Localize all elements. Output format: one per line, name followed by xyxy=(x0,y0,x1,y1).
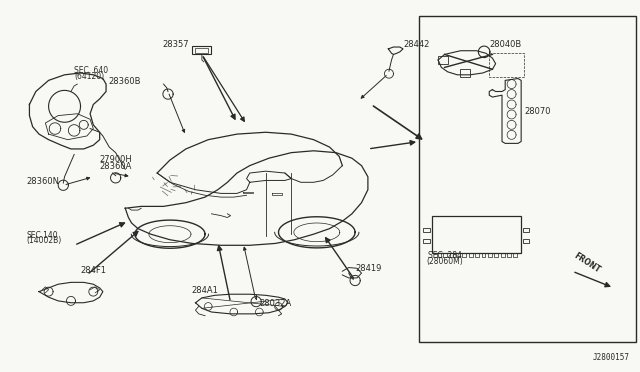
Bar xyxy=(424,228,430,232)
Text: 28419: 28419 xyxy=(355,264,381,273)
Text: 28070: 28070 xyxy=(524,107,551,116)
Text: 28360B: 28360B xyxy=(109,77,141,86)
Text: SEC. 640: SEC. 640 xyxy=(74,66,108,75)
Bar xyxy=(523,239,529,243)
Bar xyxy=(192,46,211,54)
Text: 284F1: 284F1 xyxy=(81,266,106,275)
Bar xyxy=(424,239,430,243)
Bar xyxy=(461,69,470,77)
Bar xyxy=(438,56,448,64)
Text: SEC. 284: SEC. 284 xyxy=(428,251,461,260)
Bar xyxy=(419,16,636,341)
Text: 28360N: 28360N xyxy=(26,177,60,186)
Text: (14002B): (14002B) xyxy=(26,237,61,246)
Text: J2800157: J2800157 xyxy=(593,353,630,362)
Text: 28040B: 28040B xyxy=(489,40,522,49)
Text: (64120): (64120) xyxy=(74,71,104,80)
Text: 28032A: 28032A xyxy=(259,299,292,308)
Text: 284A1: 284A1 xyxy=(191,286,218,295)
Text: 27900H: 27900H xyxy=(100,155,132,164)
Bar xyxy=(195,48,208,53)
Text: (28060M): (28060M) xyxy=(426,257,463,266)
Text: 28360A: 28360A xyxy=(100,162,132,171)
Text: 28442: 28442 xyxy=(403,40,429,49)
Text: SEC.140: SEC.140 xyxy=(26,231,58,240)
Bar xyxy=(523,228,529,232)
Bar xyxy=(432,216,521,253)
Text: 28357: 28357 xyxy=(163,40,189,49)
Text: FRONT: FRONT xyxy=(572,251,602,275)
